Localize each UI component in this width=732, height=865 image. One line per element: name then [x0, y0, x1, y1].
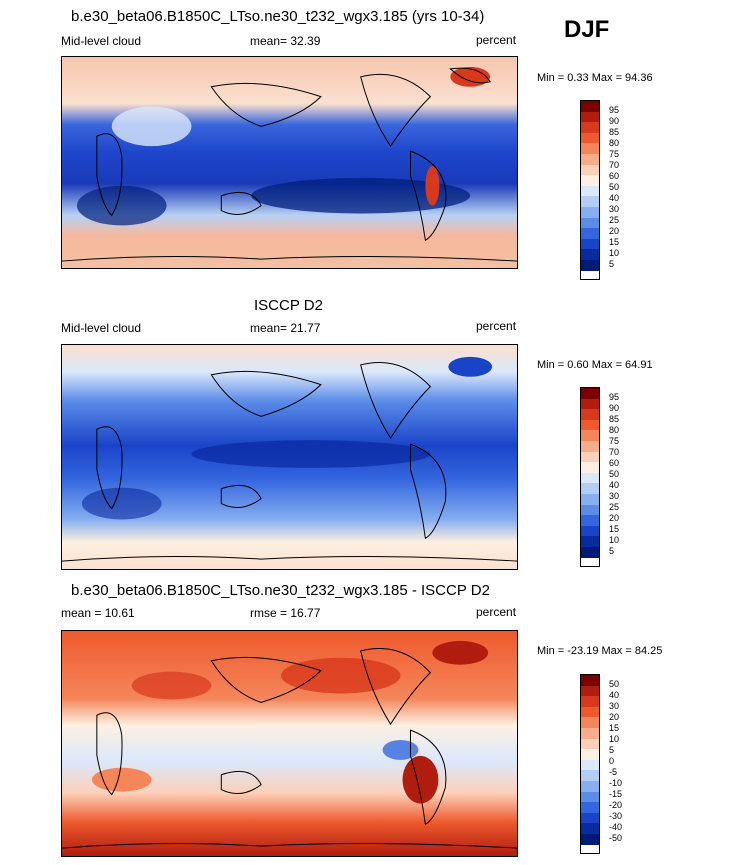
panel2-minmax: Min = 0.60 Max = 64.91 [537, 359, 653, 371]
panel2-cbar-tick: 20 [609, 513, 620, 523]
panel3-cbar-tick: 20 [609, 712, 620, 722]
panel1-cbar-tick: 75 [609, 149, 620, 159]
panel3-colorbar [580, 674, 600, 854]
panel1-cbar-tick: 90 [609, 116, 620, 126]
panel3-units-label: percent [476, 605, 517, 619]
panel1-cbar-tick: 50 [609, 182, 620, 192]
panel3-cbar-tick: -10 [609, 778, 623, 788]
panel2-cbar-tick: 80 [609, 425, 620, 435]
panel3-cbar-tick: -5 [609, 767, 618, 777]
panel3-cbar-tick: -30 [609, 811, 623, 821]
panel1-map [61, 56, 518, 269]
panel1-cbar-tick: 60 [609, 171, 620, 181]
panel2-cbar-tick: 5 [609, 546, 615, 556]
panel2-mean-label: mean= 21.77 [250, 321, 321, 335]
panel1-cbar-tick: 20 [609, 226, 620, 236]
panel2-map [61, 344, 518, 570]
panel1-minmax: Min = 0.33 Max = 94.36 [537, 72, 653, 84]
panel2-cbar-tick: 90 [609, 403, 620, 413]
panel3-cbar-tick: 15 [609, 723, 620, 733]
panel1-cbar-tick: 70 [609, 160, 620, 170]
panel3-cbar-tick: -20 [609, 800, 623, 810]
panel3-minmax: Min = -23.19 Max = 84.25 [537, 645, 663, 657]
panel1-title: b.e30_beta06.B1850C_LTso.ne30_t232_wgx3.… [71, 8, 485, 25]
panel3-cbar-tick: 5 [609, 745, 615, 755]
panel2-units-label: percent [476, 319, 517, 333]
season-label: DJF [564, 16, 610, 43]
panel1-cbar-tick: 95 [609, 105, 620, 115]
panel3-cbar-tick: 40 [609, 690, 620, 700]
panel2-cbar-tick: 70 [609, 447, 620, 457]
panel2-cbar-tick: 40 [609, 480, 620, 490]
panel1-cbar-tick: 85 [609, 127, 620, 137]
panel2-cbar-tick: 25 [609, 502, 620, 512]
panel1-cbar-tick: 80 [609, 138, 620, 148]
panel3-cbar-tick: 30 [609, 701, 620, 711]
panel1-units-label: percent [476, 33, 517, 47]
panel2-cbar-tick: 75 [609, 436, 620, 446]
panel2-colorbar [580, 387, 600, 567]
panel1-cbar-tick: 15 [609, 237, 620, 247]
panel3-cbar-tick: 50 [609, 679, 620, 689]
panel2-cbar-tick: 10 [609, 535, 620, 545]
panel1-cbar-tick: 5 [609, 259, 615, 269]
panel1-cbar-tick: 30 [609, 204, 620, 214]
panel3-cbar-tick: -50 [609, 833, 623, 843]
panel3-cbar-tick: -15 [609, 789, 623, 799]
panel2-title: ISCCP D2 [254, 297, 323, 314]
panel3-cbar-tick: 10 [609, 734, 620, 744]
panel3-mean-label: mean = 10.61 [61, 606, 135, 620]
panel2-variable-label: Mid-level cloud [61, 321, 142, 335]
panel1-cbar-tick: 40 [609, 193, 620, 203]
panel3-cbar-tick: 0 [609, 756, 615, 766]
panel3-title: b.e30_beta06.B1850C_LTso.ne30_t232_wgx3.… [71, 582, 490, 599]
panel1-cbar-tick: 25 [609, 215, 620, 225]
panel1-colorbar [580, 100, 600, 280]
panel3-rmse-label: rmse = 16.77 [250, 606, 321, 620]
panel1-variable-label: Mid-level cloud [61, 34, 142, 48]
panel3-map [61, 630, 518, 857]
panel1-mean-label: mean= 32.39 [250, 34, 321, 48]
panel2-cbar-tick: 95 [609, 392, 620, 402]
panel2-cbar-tick: 30 [609, 491, 620, 501]
panel2-cbar-tick: 15 [609, 524, 620, 534]
panel2-cbar-tick: 85 [609, 414, 620, 424]
panel3-cbar-tick: -40 [609, 822, 623, 832]
panel2-cbar-tick: 60 [609, 458, 620, 468]
panel1-cbar-tick: 10 [609, 248, 620, 258]
panel2-cbar-tick: 50 [609, 469, 620, 479]
